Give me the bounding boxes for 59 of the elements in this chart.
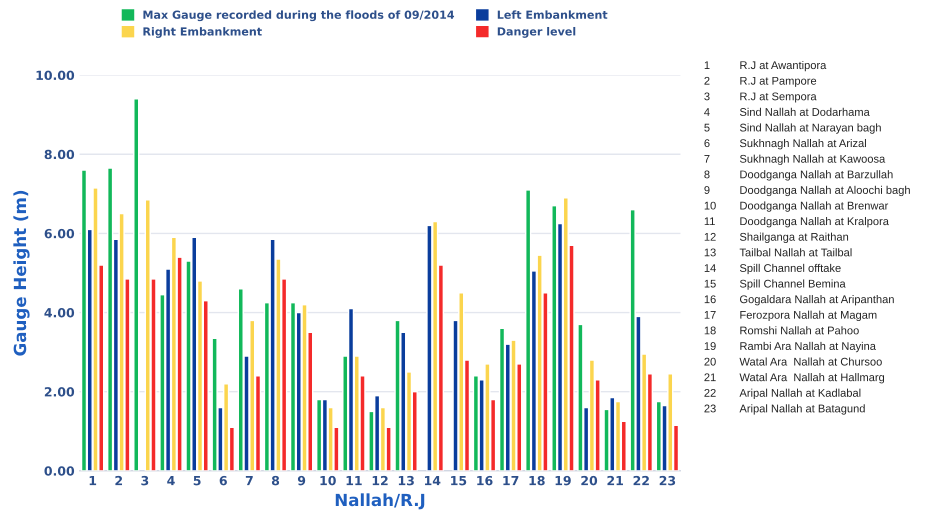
y-axis-title: Gauge Height (m) xyxy=(13,190,30,356)
x-tick-label: 4 xyxy=(167,476,175,486)
x-tick-label: 8 xyxy=(272,476,280,486)
text: 4 Sind Nallah at Dodarhama xyxy=(704,108,870,116)
x-tick-label: 3 xyxy=(141,476,148,486)
text: 3 R.J at Sempora xyxy=(704,92,817,103)
x-tick-label: 17 xyxy=(503,476,518,486)
x-tick-label: 14 xyxy=(424,476,440,486)
text: 9 Doodganga Nallah at Aloochi bagh xyxy=(704,186,910,196)
text: 17 Ferozpora Nallah at Magam xyxy=(704,310,876,321)
x-tick-label: 6 xyxy=(220,476,227,486)
x-tick-label: 23 xyxy=(660,476,676,486)
y-tick-label: 6.00 xyxy=(44,228,74,238)
text: 8 Doodganga Nallah at Barzullah xyxy=(704,170,893,181)
text: 22 Aripal Nallah at Kadlabal xyxy=(704,388,860,400)
x-tick-label: 22 xyxy=(634,476,649,486)
text: 1 R.J at Awantipora xyxy=(704,60,826,72)
x-tick-label: 9 xyxy=(298,476,306,486)
x-tick-label: 16 xyxy=(477,476,493,486)
legend-label: Right Embankment xyxy=(143,27,262,38)
legend-label: Left Embankment xyxy=(498,10,608,19)
text: 14 Spill Channel offtake xyxy=(704,264,841,274)
text: 16 Gogaldara Nallah at Aripanthan xyxy=(704,295,894,306)
x-tick-label: 11 xyxy=(346,476,362,486)
x-tick-label: 18 xyxy=(529,476,545,486)
text: 11 Doodganga Nallah at Kralpora xyxy=(704,217,889,228)
x-tick-label: 15 xyxy=(451,476,466,486)
y-tick-label: 10.00 xyxy=(36,70,74,80)
x-tick-label: 20 xyxy=(581,476,598,486)
bar xyxy=(133,98,140,471)
x-tick-label: 21 xyxy=(607,476,623,486)
text: 21 Watal Ara Nallah at Hallmarg xyxy=(704,373,884,384)
y-tick-label: 8.00 xyxy=(44,150,74,160)
text: 10 Doodganga Nallah at Brenwar xyxy=(704,201,888,212)
text: 5 Sind Nallah at Narayan bagh xyxy=(704,123,881,134)
x-axis-title: Nallah/R.J xyxy=(336,493,424,510)
legend-label: Danger level xyxy=(498,26,576,38)
legend-label: Max Gauge recorded during the floods of 09/2014 xyxy=(143,10,454,22)
x-tick-label: 12 xyxy=(372,476,388,486)
x-tick-label: 5 xyxy=(194,476,201,486)
text: 2 R.J at Pampore xyxy=(704,76,816,87)
y-tick-label: 0.00 xyxy=(44,466,74,476)
y-tick-label: 2.00 xyxy=(44,387,74,397)
text: 23 Aripal Nallah at Batagund xyxy=(704,404,865,415)
text: 6 Sukhnagh Nallah at Arizal xyxy=(704,138,866,150)
x-tick-label: 2 xyxy=(115,476,122,486)
text: 19 Rambi Ara Nallah at Nayina xyxy=(704,342,876,352)
x-tick-label: 19 xyxy=(556,476,571,486)
text: 7 Sukhnagh Nallah at Kawoosa xyxy=(704,154,886,165)
text: 15 Spill Channel Bemina xyxy=(704,279,846,290)
x-tick-label: 13 xyxy=(398,476,414,486)
y-tick-label: 4.00 xyxy=(44,308,74,318)
x-tick-label: 7 xyxy=(246,476,253,486)
x-tick-label: 10 xyxy=(320,476,336,486)
x-tick-label: 1 xyxy=(90,476,96,486)
text: 20 Watal Ara Nallah at Chursoo xyxy=(704,357,882,366)
text: 18 Romshi Nallah at Pahoo xyxy=(704,326,859,334)
text: 12 Shailganga at Raithan xyxy=(704,232,848,243)
text: 13 Tailbal Nallah at Tailbal xyxy=(704,248,852,256)
